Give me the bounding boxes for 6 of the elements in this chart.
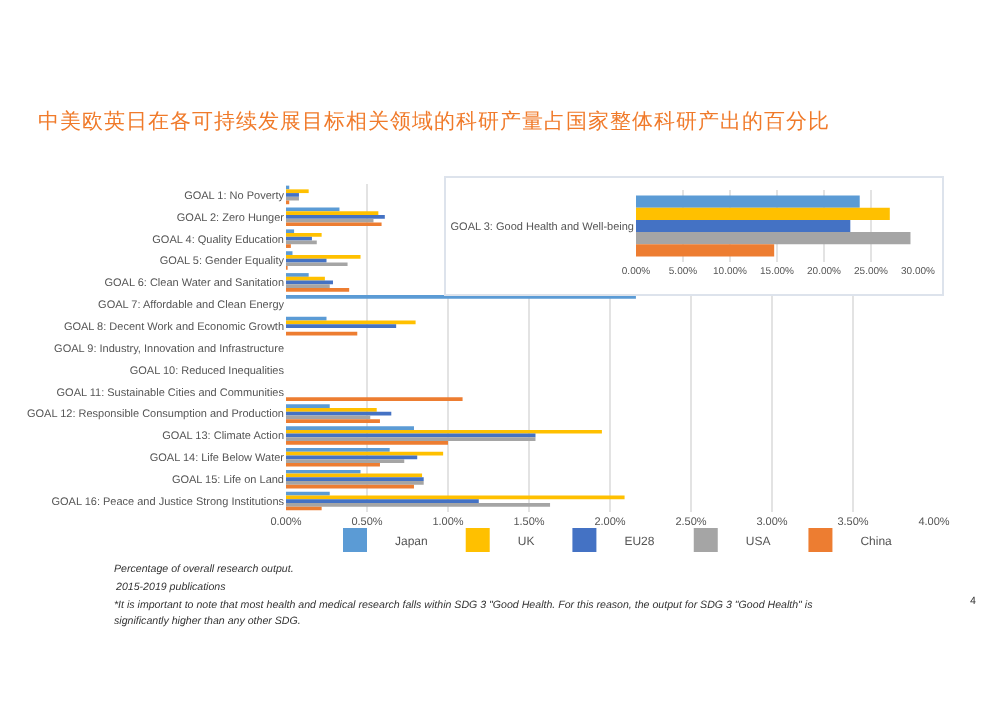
bar <box>636 207 890 220</box>
bar <box>636 232 911 245</box>
bar <box>636 244 775 257</box>
bar <box>636 219 851 233</box>
chart-title: 中美欧英日在各可持续发展目标相关领域的科研产量占国家整体科研产出的百分比 <box>38 108 830 134</box>
bar <box>636 195 860 208</box>
